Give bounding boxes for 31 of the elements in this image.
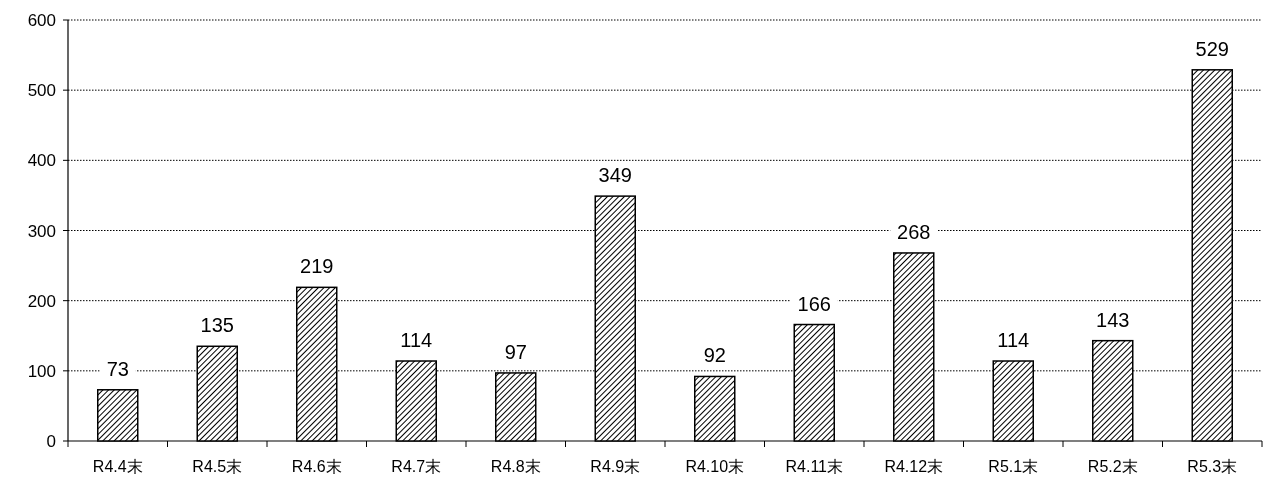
y-tick-label: 300 bbox=[27, 221, 56, 241]
data-label: 166 bbox=[797, 292, 831, 315]
data-label: 114 bbox=[400, 329, 433, 352]
data-label: 268 bbox=[897, 220, 931, 243]
x-tick-label: R5.2末 bbox=[1087, 458, 1138, 475]
data-label: 219 bbox=[300, 255, 334, 278]
x-tick-label: R4.7末 bbox=[391, 458, 442, 475]
x-tick-label: R4.9末 bbox=[590, 458, 641, 475]
x-tick-label: R4.4末 bbox=[92, 458, 143, 475]
x-tick-label: R4.6末 bbox=[291, 458, 342, 475]
y-tick-label: 400 bbox=[27, 151, 56, 171]
x-tick-label: R4.10末 bbox=[685, 458, 745, 475]
x-tick-label: R4.8末 bbox=[490, 458, 541, 475]
data-label: 349 bbox=[598, 164, 632, 187]
x-tick-label: R5.3末 bbox=[1187, 458, 1238, 475]
data-label: 114 bbox=[997, 329, 1030, 352]
y-tick-label: 100 bbox=[27, 361, 56, 381]
x-tick-label: R4.12末 bbox=[884, 458, 944, 475]
x-tick-label: R5.1末 bbox=[988, 458, 1039, 475]
x-tick-label: R4.5末 bbox=[192, 458, 243, 475]
y-tick-label: 200 bbox=[27, 291, 56, 311]
data-label: 143 bbox=[1096, 308, 1130, 331]
data-label: 529 bbox=[1195, 37, 1229, 60]
y-tick-label: 600 bbox=[27, 11, 56, 30]
y-tick-label: 500 bbox=[27, 81, 56, 101]
y-tick-label: 0 bbox=[46, 432, 56, 451]
data-label: 73 bbox=[106, 357, 129, 380]
data-label: 97 bbox=[504, 340, 527, 363]
data-label: 92 bbox=[703, 344, 726, 367]
x-tick-label: R4.11末 bbox=[785, 458, 844, 475]
data-label: 135 bbox=[200, 314, 234, 337]
